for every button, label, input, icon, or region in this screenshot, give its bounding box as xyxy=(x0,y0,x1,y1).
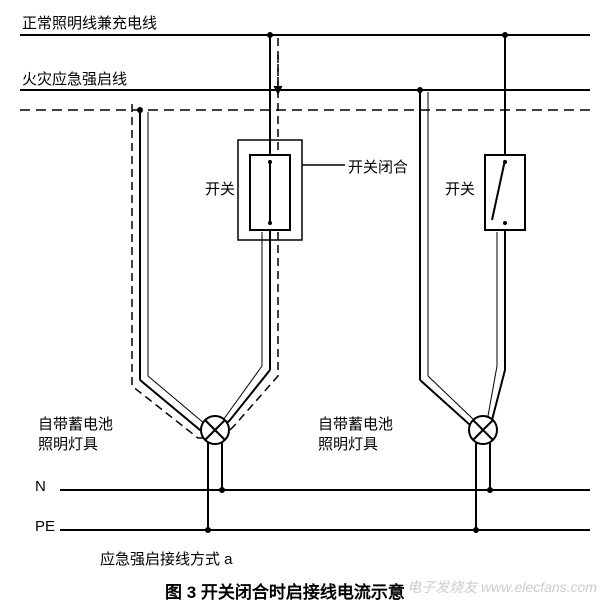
label-lamp-left: 自带蓄电池照明灯具 xyxy=(38,415,113,454)
label-lamp-right: 自带蓄电池照明灯具 xyxy=(318,415,393,454)
label-line2: 火灾应急强启线 xyxy=(22,68,127,89)
label-switch-left: 开关 xyxy=(205,178,235,199)
label-neutral: N xyxy=(35,478,46,495)
label-switch-right: 开关 xyxy=(445,178,475,199)
watermark: 电子发烧友 www.elecfans.com xyxy=(407,577,597,597)
label-switch-closed: 开关闭合 xyxy=(348,156,408,177)
label-pe: PE xyxy=(35,518,55,535)
label-mode: 应急强启接线方式 a xyxy=(100,548,233,569)
figure-caption: 图 3 开关闭合时启接线电流示意 xyxy=(165,578,405,603)
label-line1: 正常照明线兼充电线 xyxy=(22,12,157,33)
